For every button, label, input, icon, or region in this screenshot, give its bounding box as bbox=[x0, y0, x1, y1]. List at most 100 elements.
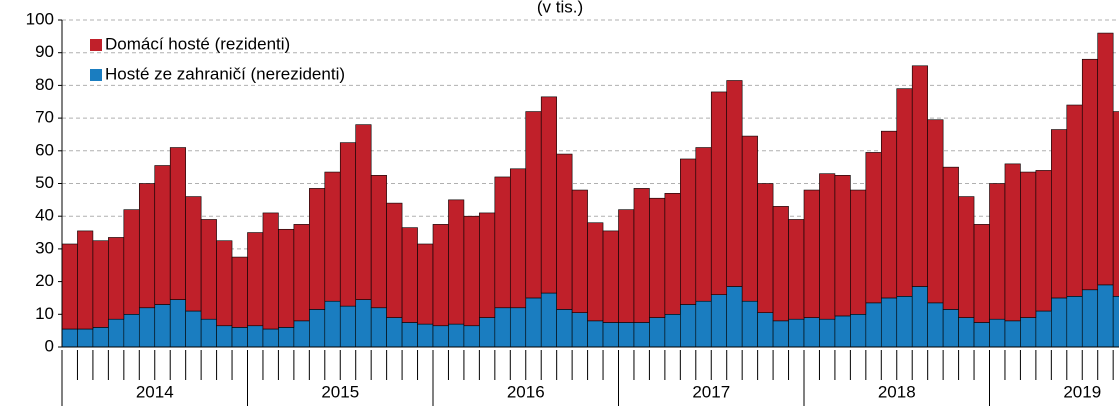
year-label: 2018 bbox=[878, 382, 916, 401]
bar-segment bbox=[1081, 289, 1099, 348]
bar-segment bbox=[896, 88, 913, 297]
bar-segment bbox=[417, 323, 434, 348]
bar-segment bbox=[927, 119, 944, 304]
bar-segment bbox=[880, 297, 898, 348]
bar-segment bbox=[880, 130, 898, 299]
bar-segment bbox=[1112, 296, 1119, 348]
bar-segment bbox=[509, 168, 527, 309]
bar-segment bbox=[355, 299, 372, 348]
bar-segment bbox=[757, 312, 774, 348]
chart-title: (v tis.) bbox=[537, 0, 583, 16]
bar-segment bbox=[602, 230, 619, 323]
bar-segment bbox=[448, 323, 465, 348]
y-tick-label: 80 bbox=[35, 75, 54, 94]
bar-segment bbox=[927, 302, 944, 348]
bar-segment bbox=[587, 222, 604, 322]
bar-segment bbox=[262, 328, 279, 348]
bar-segment bbox=[185, 196, 202, 312]
bar-segment bbox=[664, 193, 681, 315]
bar-segment bbox=[309, 309, 326, 348]
year-label: 2016 bbox=[507, 382, 545, 401]
bar-segment bbox=[695, 300, 712, 348]
bar-segment bbox=[958, 196, 975, 318]
bar-segment bbox=[479, 317, 496, 348]
bar-segment bbox=[324, 300, 341, 348]
bar-segment bbox=[355, 124, 372, 300]
bar-segment bbox=[741, 135, 758, 302]
bar-segment bbox=[726, 286, 743, 348]
y-tick-label: 20 bbox=[35, 271, 54, 290]
bar-segment bbox=[788, 219, 805, 320]
bar-segment bbox=[973, 224, 990, 323]
y-tick-label: 10 bbox=[35, 304, 54, 323]
bar-segment bbox=[509, 307, 527, 348]
year-label: 2014 bbox=[136, 382, 174, 401]
bar-segment bbox=[850, 189, 867, 315]
bar-segment bbox=[834, 315, 851, 348]
bar-segment bbox=[1081, 58, 1099, 291]
bar-segment bbox=[293, 320, 310, 348]
bar-segment bbox=[401, 227, 418, 323]
bar-segment bbox=[169, 147, 186, 300]
bar-segment bbox=[448, 199, 465, 325]
year-label: 2019 bbox=[1063, 382, 1101, 401]
bar-segment bbox=[123, 209, 140, 315]
bar-segment bbox=[973, 322, 990, 348]
bar-segment bbox=[216, 325, 233, 348]
y-tick-label: 0 bbox=[45, 336, 54, 355]
bar-segment bbox=[77, 328, 94, 348]
bar-segment bbox=[386, 202, 403, 318]
y-tick-label: 100 bbox=[26, 9, 54, 28]
y-tick-label: 40 bbox=[35, 206, 54, 225]
bar-segment bbox=[92, 240, 109, 328]
bar-segment bbox=[231, 327, 248, 348]
bar-segment bbox=[463, 325, 480, 348]
bar-segment bbox=[633, 322, 650, 348]
bar-segment bbox=[463, 215, 480, 327]
bar-segment bbox=[633, 188, 650, 323]
bar-segment bbox=[602, 322, 619, 348]
bar-segment bbox=[479, 212, 496, 318]
bar-segment bbox=[123, 313, 140, 348]
bar-segment bbox=[92, 327, 109, 348]
y-tick-label: 90 bbox=[35, 42, 54, 61]
bar-segment bbox=[278, 327, 295, 348]
bar-segment bbox=[1066, 104, 1083, 297]
bar-segment bbox=[61, 243, 78, 330]
y-tick-label: 70 bbox=[35, 108, 54, 127]
bar-segment bbox=[1035, 310, 1052, 348]
bar-segment bbox=[834, 175, 851, 317]
bar-segment bbox=[896, 296, 913, 348]
bar-segment bbox=[680, 158, 697, 305]
bar-segment bbox=[942, 309, 959, 348]
bar-segment bbox=[726, 80, 743, 287]
bar-segment bbox=[695, 147, 712, 302]
bar-segment bbox=[494, 307, 511, 348]
bar-segment bbox=[680, 304, 697, 348]
bar-segment bbox=[772, 320, 789, 348]
bar-segment bbox=[618, 322, 635, 348]
bar-segment bbox=[309, 188, 326, 310]
bar-segment bbox=[741, 300, 758, 348]
bar-segment bbox=[571, 312, 588, 348]
bar-segment bbox=[247, 325, 264, 348]
bar-segment bbox=[278, 228, 295, 328]
bar-segment bbox=[772, 206, 789, 322]
bar-segment bbox=[401, 322, 418, 348]
bar-segment bbox=[1035, 170, 1052, 312]
bar-segment bbox=[911, 286, 928, 348]
bar-segment bbox=[649, 197, 666, 318]
bar-segment bbox=[710, 91, 728, 295]
bar-segment bbox=[432, 224, 449, 327]
bar-segment bbox=[370, 175, 387, 309]
bar-segment bbox=[865, 302, 882, 348]
bar-segment bbox=[788, 318, 805, 348]
bar-segment bbox=[803, 189, 820, 318]
bar-segment bbox=[154, 304, 171, 348]
y-tick-label: 50 bbox=[35, 173, 54, 192]
bar-segment bbox=[293, 224, 310, 322]
bar-segment bbox=[154, 165, 171, 305]
bar-segment bbox=[200, 318, 217, 348]
bar-segment bbox=[664, 313, 681, 348]
